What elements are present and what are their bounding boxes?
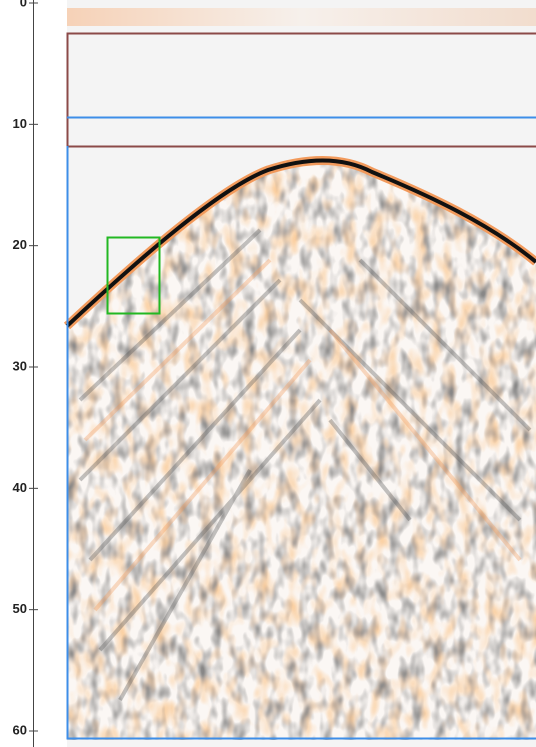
tick-label: 50 (13, 601, 27, 616)
seismic-viewer: 0 10 20 30 40 50 60 (0, 0, 536, 747)
tick-label: 40 (13, 480, 27, 495)
tick-label: 60 (13, 722, 27, 737)
tick-label: 30 (13, 358, 27, 373)
top-band (67, 8, 536, 26)
tick-label: 20 (13, 237, 27, 252)
tick-label: 10 (13, 116, 27, 131)
page: 0102030405060 (() => { const data = JSON… (0, 0, 536, 747)
tick-label: 0 (20, 0, 27, 9)
